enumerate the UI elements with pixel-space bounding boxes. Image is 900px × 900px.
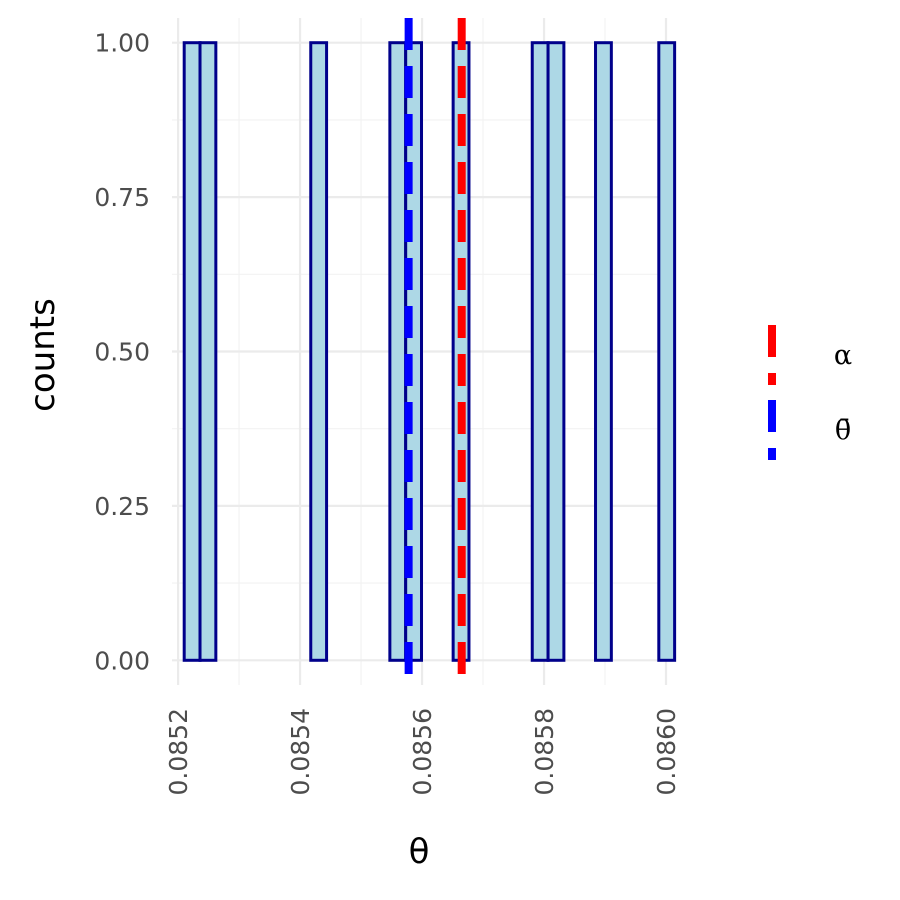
histogram-bar (594, 41, 613, 662)
y-tick-label: 1.00 (94, 29, 150, 58)
histogram-bar (309, 41, 329, 662)
histogram-bar (530, 41, 550, 662)
x-tick-label: 0.0858 (530, 708, 559, 795)
histogram-bar (546, 41, 566, 662)
x-tick-label: 0.0854 (286, 708, 315, 795)
y-tick-label: 0.50 (94, 338, 150, 367)
y-tick-label: 0.75 (94, 183, 150, 212)
histogram-bars (182, 41, 677, 662)
histogram-bar (388, 41, 408, 662)
y-tick-label: 0.25 (94, 492, 150, 521)
reference-lines (404, 18, 466, 685)
legend-label-theta-bar: θ̄ (835, 415, 851, 446)
x-axis-title: θ (409, 832, 430, 872)
tick-labels: 0.00 0.25 0.50 0.75 1.00 0.0852 0.0854 0.0856 0.… (94, 29, 681, 796)
histogram-bar (198, 41, 218, 662)
y-axis-title: counts (23, 298, 63, 412)
legend: α θ̄ (768, 325, 852, 460)
x-tick-label: 0.0852 (164, 708, 193, 795)
y-tick-label: 0.00 (94, 646, 150, 675)
x-tick-label: 0.0856 (408, 708, 437, 795)
legend-label-alpha: α (834, 340, 852, 371)
histogram-bar (657, 41, 677, 662)
histogram-bar (182, 41, 202, 662)
x-tick-label: 0.0860 (652, 708, 681, 795)
